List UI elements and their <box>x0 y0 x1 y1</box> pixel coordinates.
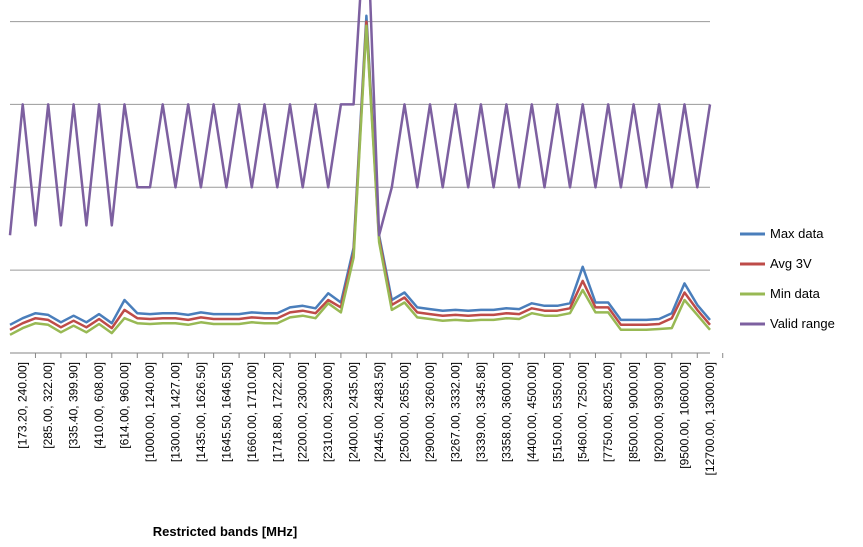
x-tick-label: [9500.00, 10600.00] <box>678 362 692 469</box>
series-line <box>9 24 711 336</box>
x-tick-label: [2310.00, 2390.00] <box>321 362 335 462</box>
series-line <box>8 0 712 237</box>
series-line <box>9 14 711 326</box>
x-tick-label: [7750.00, 8025.00] <box>601 362 615 462</box>
x-tick-label: [3358.00, 3600.00] <box>499 362 513 462</box>
x-tick-label: [2500.00, 2655.00] <box>398 362 412 462</box>
x-tick-label: [614.00, 960.00] <box>118 362 132 449</box>
x-tick-label: [4400.00, 4500.00] <box>525 362 539 462</box>
x-tick-label: [1660.00, 1710.00] <box>245 362 259 462</box>
x-tick-label: [1718.80, 1722.20] <box>270 362 284 462</box>
plot-lines <box>8 0 712 336</box>
x-tick-label: [410.00, 608.00] <box>92 362 106 449</box>
x-tick-label: [2200.00, 2300.00] <box>296 362 310 462</box>
legend-label: Max data <box>770 226 824 241</box>
legend-label: Valid range <box>770 316 835 331</box>
x-tick-label: [1300.00, 1427.00] <box>168 362 182 462</box>
x-tick-label: [173.20, 240.00] <box>16 362 30 449</box>
x-tick-label: [3267.00, 3332.00] <box>448 362 462 462</box>
x-tick-label: [12700.00, 13000.00] <box>703 362 717 475</box>
x-tick-label: [2900.00, 3260.00] <box>423 362 437 462</box>
x-tick-label: [2400.00, 2435.00] <box>347 362 361 462</box>
x-tick-label: [1000.00, 1240.00] <box>143 362 157 462</box>
x-tick-label: [2445.00, 2483.50] <box>372 362 386 462</box>
x-axis-title: Restricted bands [MHz] <box>153 524 297 539</box>
x-tick-label: [9200.00, 9300.00] <box>652 362 666 462</box>
x-tick-label: [5150.00, 5350.00] <box>550 362 564 462</box>
x-tick-label: [1645.50, 1646.50] <box>219 362 233 462</box>
legend-label: Min data <box>770 286 821 301</box>
x-tick-label: [1435.00, 1626.50] <box>194 362 208 462</box>
x-tick-label: [8500.00, 9000.00] <box>627 362 641 462</box>
series-line <box>9 20 711 331</box>
x-tick-label: [5460.00, 7250.00] <box>576 362 590 462</box>
legend-label: Avg 3V <box>770 256 812 271</box>
x-tick-label: [285.00, 322.00] <box>41 362 55 449</box>
x-tick-label: [3339.00, 3345.80] <box>474 362 488 462</box>
x-tick-label: [335.40, 399.90] <box>67 362 81 449</box>
